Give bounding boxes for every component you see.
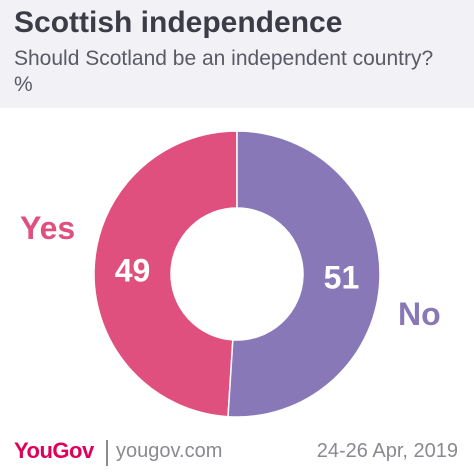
- donut-chart-area: 49 51 Yes No: [0, 108, 474, 424]
- donut-chart: 49 51: [93, 130, 381, 418]
- chart-header: Scottish independence Should Scotland be…: [0, 0, 474, 108]
- footer-divider: [106, 440, 108, 466]
- source-site: yougov.com: [116, 440, 223, 462]
- donut-slice-yes: [93, 130, 238, 418]
- legend-label-yes: Yes: [20, 210, 76, 246]
- donut-slice-no: [227, 130, 381, 418]
- survey-date: 24-26 Apr, 2019: [316, 440, 458, 462]
- slice-value-yes: 49: [115, 253, 151, 289]
- chart-subtitle: Should Scotland be an independent countr…: [14, 47, 434, 96]
- slice-value-no: 51: [324, 259, 360, 295]
- chart-footer: YouGov yougov.com 24-26 Apr, 2019: [0, 432, 474, 472]
- chart-title: Scottish independence: [14, 6, 343, 39]
- legend-label-no: No: [398, 296, 441, 332]
- yougov-logo: YouGov: [14, 438, 94, 463]
